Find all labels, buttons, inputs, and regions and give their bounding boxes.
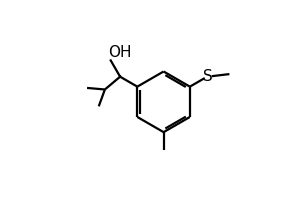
Text: OH: OH [108,45,132,60]
Text: S: S [203,69,213,84]
